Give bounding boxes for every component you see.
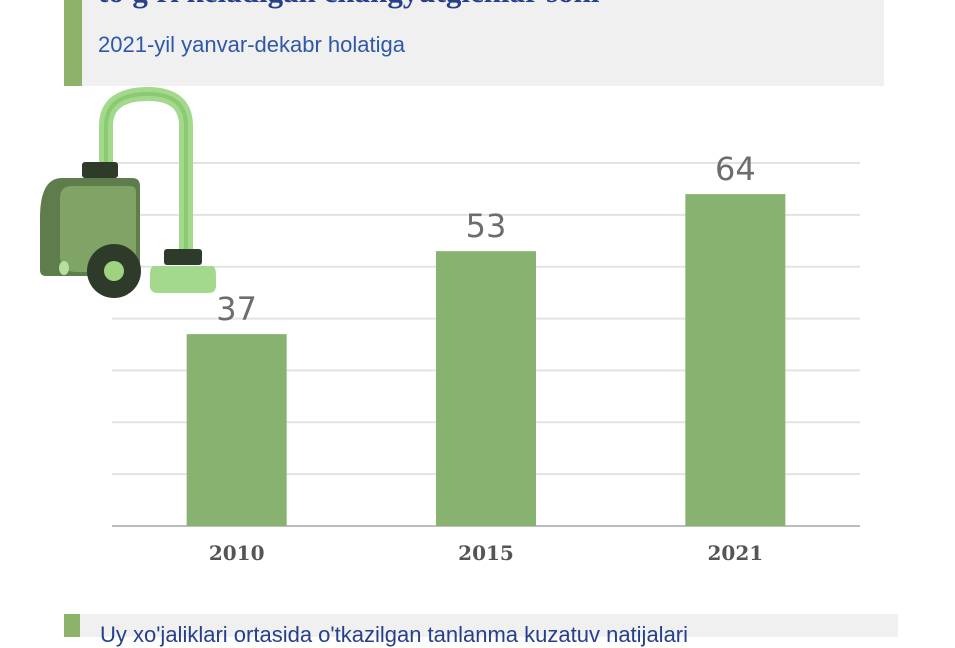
header-accent-stripe bbox=[64, 0, 82, 86]
bar-series bbox=[186, 194, 786, 526]
data-label-2021: 64 bbox=[715, 150, 756, 188]
x-tick-label-2015: 2015 bbox=[458, 541, 514, 565]
bar-chart: 37 53 64 2010 2015 2021 bbox=[112, 150, 860, 565]
footer-panel bbox=[64, 614, 898, 637]
bar-2010 bbox=[186, 334, 287, 526]
bar-2021 bbox=[685, 194, 786, 526]
data-labels: 37 53 64 bbox=[216, 150, 755, 328]
chart-title: to'g'ri keladigan changyutgichlar soni bbox=[98, 0, 600, 10]
x-tick-label-2010: 2010 bbox=[209, 541, 265, 565]
bar-2015 bbox=[436, 251, 536, 526]
x-axis-ticks: 2010 2015 2021 bbox=[209, 541, 763, 565]
footer-accent-stripe bbox=[64, 614, 80, 637]
vacuum-cleaner-icon bbox=[40, 86, 216, 298]
x-tick-label-2021: 2021 bbox=[707, 541, 763, 565]
header-panel bbox=[64, 0, 884, 86]
data-label-2010: 37 bbox=[216, 290, 257, 328]
data-label-2015: 53 bbox=[466, 207, 507, 245]
chart-subtitle: 2021-yil yanvar-dekabr holatiga bbox=[98, 32, 405, 57]
footer-note: Uy xo'jaliklari ortasida o'tkazilgan tan… bbox=[100, 622, 689, 647]
